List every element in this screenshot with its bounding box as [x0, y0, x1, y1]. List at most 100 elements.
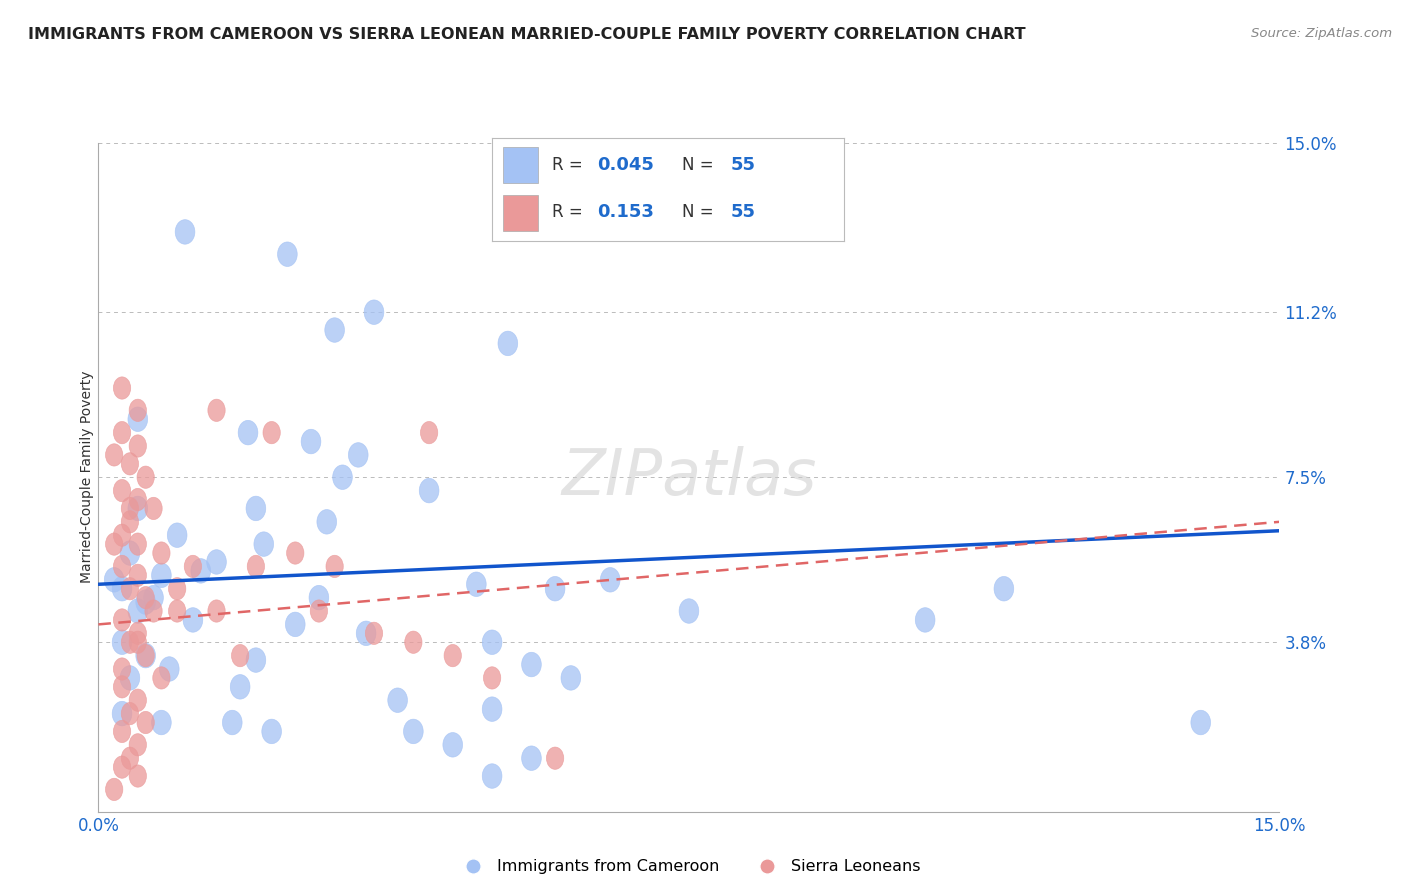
Ellipse shape [112, 576, 132, 601]
FancyBboxPatch shape [503, 147, 537, 184]
Ellipse shape [561, 665, 581, 690]
Ellipse shape [136, 587, 155, 608]
Text: N =: N = [682, 156, 718, 174]
Ellipse shape [112, 630, 132, 655]
Ellipse shape [128, 496, 148, 521]
Ellipse shape [467, 572, 486, 597]
Ellipse shape [388, 688, 408, 713]
Ellipse shape [145, 599, 162, 623]
Ellipse shape [129, 533, 146, 555]
Ellipse shape [167, 523, 187, 548]
FancyBboxPatch shape [503, 194, 537, 230]
Ellipse shape [120, 665, 139, 690]
Ellipse shape [129, 733, 146, 756]
Ellipse shape [420, 422, 437, 443]
Ellipse shape [482, 764, 502, 789]
Ellipse shape [405, 632, 422, 653]
Ellipse shape [484, 667, 501, 689]
Ellipse shape [366, 623, 382, 644]
Ellipse shape [522, 746, 541, 771]
Ellipse shape [112, 701, 132, 726]
Ellipse shape [121, 497, 139, 519]
Ellipse shape [207, 549, 226, 574]
Ellipse shape [191, 558, 211, 583]
Ellipse shape [419, 478, 439, 503]
Ellipse shape [246, 648, 266, 673]
Ellipse shape [114, 658, 131, 680]
Ellipse shape [208, 400, 225, 421]
Ellipse shape [232, 644, 249, 667]
Text: 0.045: 0.045 [598, 156, 654, 174]
Ellipse shape [238, 420, 257, 445]
Ellipse shape [482, 697, 502, 722]
Ellipse shape [129, 434, 146, 457]
Ellipse shape [263, 422, 280, 443]
Text: 55: 55 [731, 156, 756, 174]
Ellipse shape [404, 719, 423, 744]
Ellipse shape [129, 764, 146, 787]
Ellipse shape [546, 576, 565, 601]
Ellipse shape [136, 467, 155, 489]
Ellipse shape [153, 541, 170, 564]
Ellipse shape [443, 732, 463, 757]
Ellipse shape [994, 576, 1014, 601]
Ellipse shape [114, 524, 131, 546]
Legend: Immigrants from Cameroon, Sierra Leoneans: Immigrants from Cameroon, Sierra Leonean… [451, 853, 927, 880]
Ellipse shape [136, 712, 155, 733]
Ellipse shape [152, 710, 172, 735]
Ellipse shape [114, 676, 131, 698]
Ellipse shape [121, 703, 139, 724]
Text: R =: R = [551, 203, 588, 221]
Ellipse shape [129, 565, 146, 587]
Ellipse shape [262, 719, 281, 744]
Ellipse shape [169, 599, 186, 623]
Ellipse shape [309, 585, 329, 610]
Ellipse shape [159, 657, 179, 681]
Ellipse shape [169, 578, 186, 599]
Ellipse shape [105, 533, 122, 555]
Ellipse shape [136, 644, 155, 667]
Text: N =: N = [682, 203, 718, 221]
Ellipse shape [600, 567, 620, 592]
Ellipse shape [136, 643, 156, 668]
Ellipse shape [121, 510, 139, 533]
Ellipse shape [114, 422, 131, 443]
Text: ZIPatlas: ZIPatlas [561, 446, 817, 508]
Text: 0.153: 0.153 [598, 203, 654, 221]
Ellipse shape [120, 541, 139, 566]
Ellipse shape [128, 407, 148, 432]
Ellipse shape [444, 644, 461, 667]
Ellipse shape [121, 747, 139, 769]
Ellipse shape [176, 219, 195, 244]
Ellipse shape [246, 496, 266, 521]
Ellipse shape [183, 607, 202, 632]
Ellipse shape [498, 331, 517, 356]
Ellipse shape [364, 300, 384, 325]
Ellipse shape [349, 442, 368, 467]
Ellipse shape [153, 667, 170, 689]
Ellipse shape [114, 480, 131, 501]
Ellipse shape [121, 578, 139, 599]
Ellipse shape [522, 652, 541, 677]
Ellipse shape [114, 756, 131, 778]
Ellipse shape [129, 623, 146, 644]
Ellipse shape [129, 632, 146, 653]
Ellipse shape [325, 318, 344, 343]
Ellipse shape [316, 509, 336, 534]
Ellipse shape [129, 488, 146, 510]
Text: R =: R = [551, 156, 588, 174]
Ellipse shape [114, 555, 131, 578]
Ellipse shape [114, 376, 131, 400]
Ellipse shape [121, 632, 139, 653]
Ellipse shape [121, 453, 139, 475]
Ellipse shape [247, 555, 264, 578]
Ellipse shape [136, 590, 156, 615]
Ellipse shape [547, 747, 564, 769]
Ellipse shape [128, 599, 148, 624]
Ellipse shape [231, 674, 250, 699]
Ellipse shape [356, 621, 375, 646]
Ellipse shape [105, 778, 122, 801]
Ellipse shape [129, 689, 146, 712]
Ellipse shape [184, 555, 201, 578]
Ellipse shape [287, 541, 304, 564]
